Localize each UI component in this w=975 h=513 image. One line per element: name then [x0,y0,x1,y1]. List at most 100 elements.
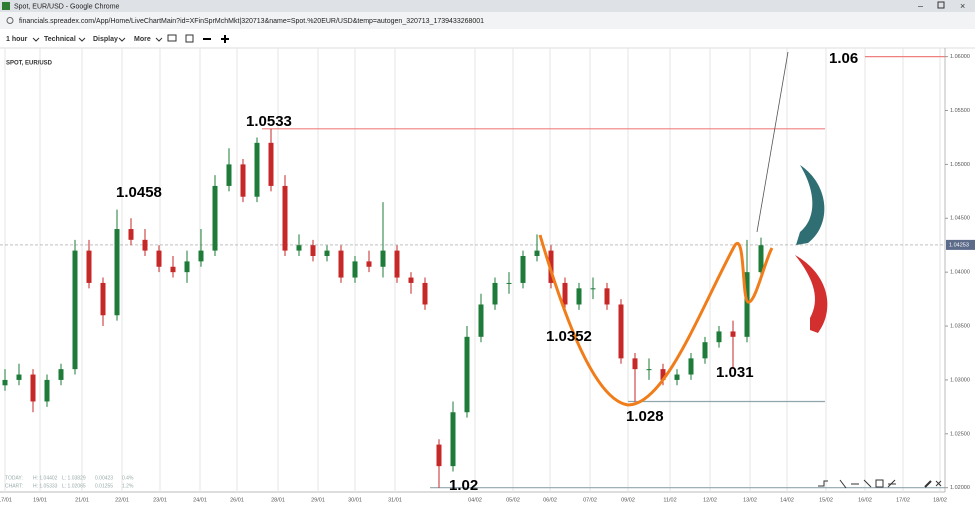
candle-body [338,250,344,278]
url[interactable]: financials.spreadex.com/App/Home/LiveCha… [19,18,484,25]
candle-body [464,336,470,413]
candle-body [702,342,708,359]
candle-body [660,369,666,380]
x-tick-label: 29/01 [311,497,325,503]
info-percent: 0.4% [122,475,134,481]
candle-body [310,245,316,256]
candle-body [632,358,638,370]
candle-body [646,369,652,371]
down-arrow [795,255,828,333]
candle-body [758,245,764,273]
candle-body [114,229,120,316]
candle-body [562,282,568,305]
tool-pen[interactable] [924,480,932,488]
y-tick-label: 1.05000 [950,162,970,168]
candle-body [2,379,8,386]
x-tick-label: 18/02 [933,497,947,503]
candle-body [408,277,414,283]
x-tick-label: 30/01 [348,497,362,503]
tool-ray[interactable] [863,479,872,488]
candle-body [30,374,36,402]
candle-body [16,374,22,380]
more-menu[interactable]: More [134,36,151,43]
y-tick-label: 1.04500 [950,216,970,222]
chart-title: SPOT, EUR/USD [6,61,53,67]
tool-clear[interactable] [935,480,942,487]
candle-body [674,374,680,380]
display-menu[interactable]: Display [93,36,118,43]
info-label: CHART: [5,483,23,489]
candle-body [240,164,246,197]
x-tick-label: 13/02 [743,497,757,503]
dropdown-carets [32,37,163,42]
save-button[interactable] [185,34,194,43]
timeframe-menu[interactable]: 1 hour [6,36,28,43]
candle-body [436,444,442,467]
y-tick-label: 1.06000 [950,54,970,60]
candle-body [366,261,372,267]
info-low: L: 1.02065 [62,483,86,489]
candle-body [492,282,498,305]
x-tick-label: 21/01 [75,497,89,503]
open-button[interactable] [167,34,177,42]
candle-body [142,239,148,251]
info-high: H: 1.05333 [33,483,58,489]
y-tick-label: 1.03500 [950,323,970,329]
current-price-badge [946,239,975,250]
candle-body [478,304,484,337]
current-price-label: 1.04253 [949,242,969,248]
candle-body [380,250,386,267]
pattern-curve [538,234,774,407]
y-tick-label: 1.05500 [950,108,970,114]
x-tick-label: 28/01 [271,497,285,503]
annotation: 1.0352 [546,328,592,345]
title-bar [0,0,975,12]
tool-rect[interactable] [875,479,884,488]
x-tick-label: 15/02 [819,497,833,503]
annotation: 1.031 [716,364,754,381]
maximize[interactable] [937,1,945,9]
x-tick-label: 17/02 [896,497,910,503]
minimize[interactable]: – [918,0,923,10]
x-tick-label: 07/02 [583,497,597,503]
tool-fib[interactable] [887,479,896,488]
candle-body [604,288,610,305]
candle-body [184,261,190,273]
x-tick-label: 06/02 [543,497,557,503]
candle-body [86,250,92,283]
candle-body [352,261,358,278]
y-tick-label: 1.04000 [950,270,970,276]
candle-body [44,379,50,402]
info-percent: 1.2% [122,483,134,489]
x-tick-label: 23/01 [153,497,167,503]
candle-body [170,266,176,273]
info-high: H: 1.04402 [33,475,58,481]
candle-body [254,142,260,197]
close[interactable]: × [960,1,965,11]
x-tick-label: 26/01 [230,497,244,503]
x-tick-label: 22/01 [115,497,129,503]
y-tick-label: 1.02000 [950,485,970,491]
x-tick-label: 31/01 [388,497,402,503]
y-tick-label: 1.03000 [950,377,970,383]
candle-body [100,282,106,316]
drawing-tools [818,479,942,489]
x-tick-label: 24/01 [193,497,207,503]
candle-body [534,250,540,256]
candle-body [268,142,274,186]
x-tick-label: 16/02 [858,497,872,503]
tool-trend[interactable] [839,479,847,489]
x-tick-label: 12/02 [703,497,717,503]
candle-body [212,185,218,251]
zoom-in[interactable] [221,35,229,43]
tool-step[interactable] [818,480,828,487]
info-label: TODAY: [5,475,23,481]
candle-body [618,304,624,359]
site-info[interactable] [6,17,14,24]
technical-menu[interactable]: Technical [44,36,76,43]
candle-body [58,369,64,380]
annotation: 1.0533 [246,113,292,130]
candle-body [226,164,232,186]
candle-body [520,255,526,283]
candle-body [72,250,78,370]
